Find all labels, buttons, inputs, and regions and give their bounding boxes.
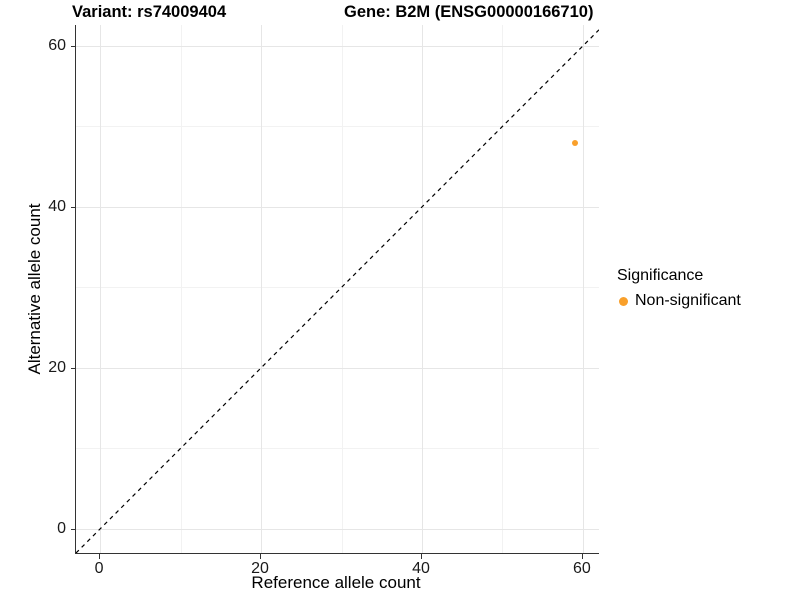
x-axis-title: Reference allele count xyxy=(251,573,421,592)
legend-point-icon xyxy=(619,296,628,306)
legend-title: Significance xyxy=(617,267,704,284)
y-tick-label: 60 xyxy=(48,36,66,54)
x-minor-gridline xyxy=(341,25,343,553)
legend-entry-label: Non-significant xyxy=(635,292,741,309)
y-tick-mark xyxy=(70,367,75,369)
x-minor-gridline xyxy=(180,25,182,553)
plot-panel xyxy=(75,25,599,554)
x-tick-label: 40 xyxy=(412,560,430,577)
y-tick-mark xyxy=(70,528,75,530)
x-tick-mark xyxy=(420,554,422,559)
legend: Significance Non-significant xyxy=(617,267,741,310)
y-major-gridline xyxy=(76,206,599,208)
y-minor-gridline xyxy=(76,287,599,289)
x-tick-mark xyxy=(581,554,583,559)
identity-line xyxy=(76,29,599,553)
x-tick-label: 0 xyxy=(94,560,104,577)
y-major-gridline xyxy=(76,367,599,369)
plot-title-gene: Gene: B2M (ENSG00000166710) xyxy=(344,3,594,21)
y-minor-gridline xyxy=(76,126,599,128)
x-tick-mark xyxy=(99,554,101,559)
x-major-gridline xyxy=(100,25,102,553)
y-axis-title: Alternative allele count xyxy=(25,203,44,375)
legend-entry: Non-significant xyxy=(617,292,741,310)
y-major-gridline xyxy=(76,45,599,47)
plot-title-variant: Variant: rs74009404 xyxy=(72,3,227,21)
y-tick-label: 20 xyxy=(48,358,66,376)
y-major-gridline xyxy=(76,528,599,530)
y-tick-mark xyxy=(70,206,75,208)
y-tick-label: 0 xyxy=(57,519,66,537)
identity-line-layer xyxy=(76,29,599,553)
x-tick-mark xyxy=(260,554,262,559)
y-tick-mark xyxy=(70,45,75,47)
y-tick-label: 40 xyxy=(48,197,66,215)
x-major-gridline xyxy=(582,25,584,553)
x-minor-gridline xyxy=(502,25,504,553)
x-tick-label: 20 xyxy=(251,560,269,577)
x-tick-label: 60 xyxy=(573,560,591,577)
x-major-gridline xyxy=(261,25,263,553)
y-minor-gridline xyxy=(76,448,599,450)
data-point xyxy=(571,139,578,146)
x-major-gridline xyxy=(421,25,423,553)
